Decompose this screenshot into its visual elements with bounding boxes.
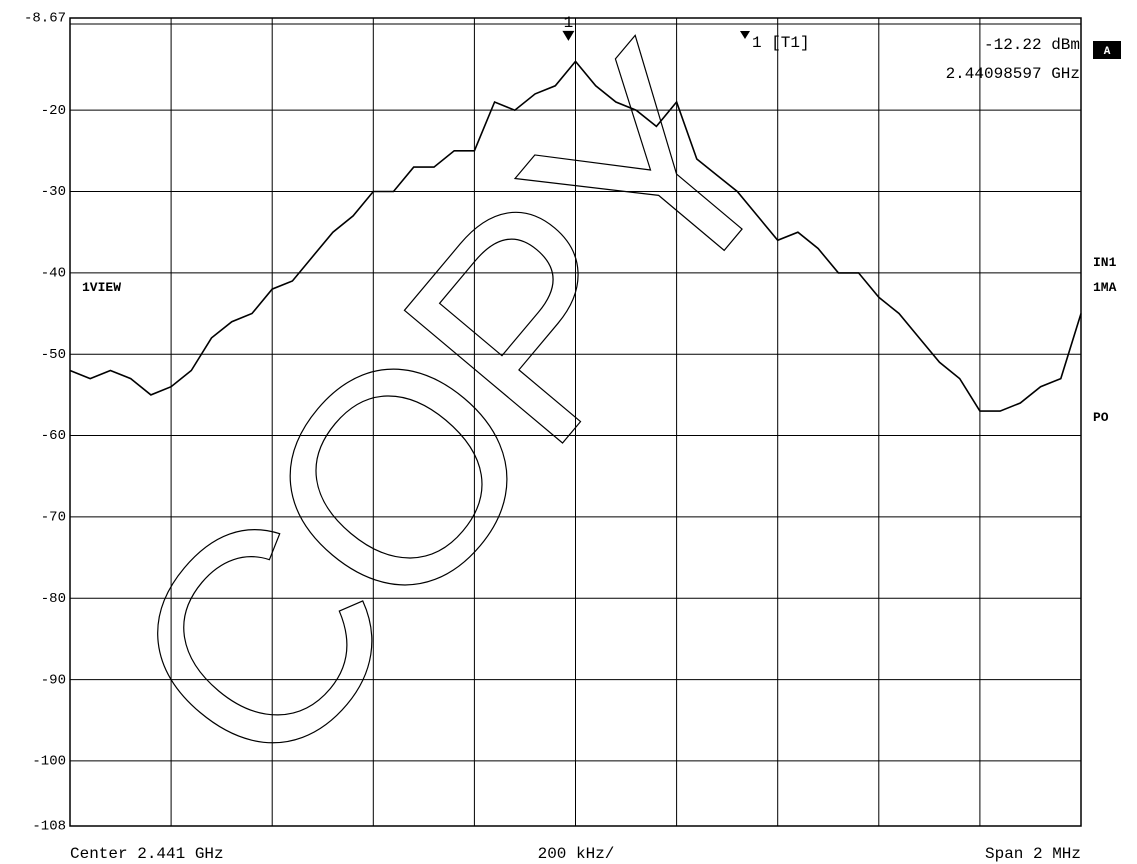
label-box (1093, 41, 1121, 59)
marker-icon (740, 31, 750, 39)
x-axis-label: Center 2.441 GHz (70, 845, 224, 863)
watermark: COPY (61, 0, 845, 833)
y-tick-label: -108 (32, 819, 66, 835)
y-tick-label: -30 (41, 184, 66, 200)
y-tick-label: -8.67 (24, 11, 66, 27)
marker-frequency: 2.44098597 GHz (946, 65, 1080, 83)
side-label: 1MA (1093, 280, 1117, 295)
side-label: IN1 (1093, 255, 1117, 270)
marker-label: 1 (564, 14, 574, 32)
marker-name: 1 [T1] (752, 34, 810, 52)
x-axis-label: Span 2 MHz (985, 845, 1081, 863)
y-tick-label: -20 (41, 103, 66, 119)
y-tick-label: -100 (32, 754, 66, 770)
y-tick-label: -70 (41, 510, 66, 526)
marker-point (562, 30, 575, 41)
y-tick-label: -80 (41, 591, 66, 607)
x-axis-label: 200 kHz/ (538, 845, 615, 863)
side-label: PO (1093, 410, 1109, 425)
y-tick-label: -90 (41, 672, 66, 688)
y-tick-label: -40 (41, 266, 66, 282)
watermark-text: COPY (62, 0, 845, 832)
marker-level: -12.22 dBm (984, 36, 1080, 54)
trace-line (69, 60, 1082, 412)
trace-label: 1VIEW (82, 280, 121, 295)
y-tick-label: -50 (41, 347, 66, 363)
y-tick-label: -60 (41, 428, 66, 444)
side-label: A (1104, 46, 1111, 58)
